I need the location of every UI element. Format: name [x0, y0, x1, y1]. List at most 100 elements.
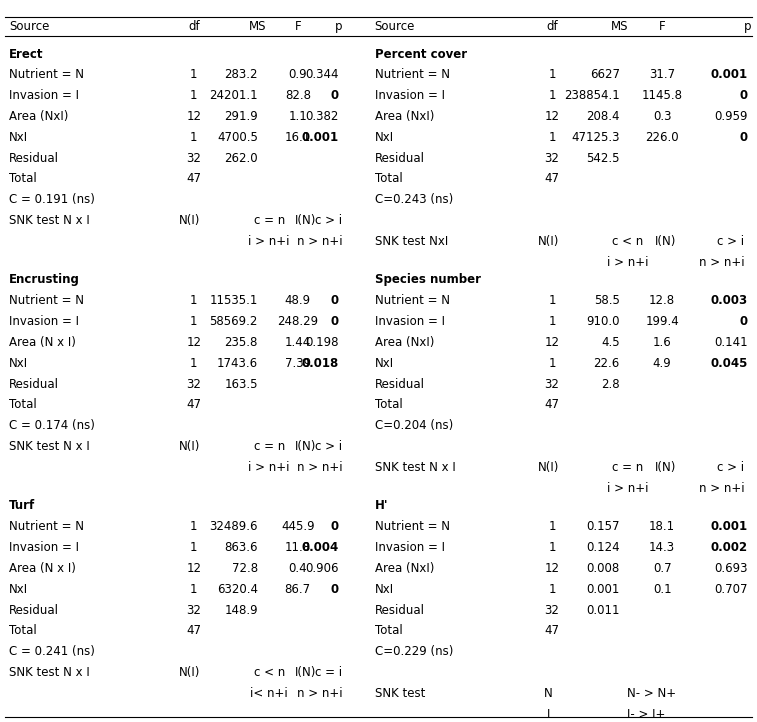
Text: 1: 1 [548, 131, 556, 144]
Text: 0.1: 0.1 [653, 583, 671, 596]
Text: 58.5: 58.5 [594, 295, 620, 308]
Text: c > i: c > i [717, 461, 744, 474]
Text: c < n: c < n [612, 235, 643, 248]
Text: 4.9: 4.9 [653, 357, 671, 370]
Text: Nutrient = N: Nutrient = N [9, 69, 84, 82]
Text: NxI: NxI [9, 357, 28, 370]
Text: 0.011: 0.011 [587, 604, 620, 617]
Text: 0.906: 0.906 [305, 562, 338, 575]
Text: 1: 1 [548, 90, 556, 103]
Text: 1: 1 [548, 357, 556, 370]
Text: 47125.3: 47125.3 [572, 131, 620, 144]
Text: 226.0: 226.0 [645, 131, 679, 144]
Text: 1: 1 [190, 521, 198, 534]
Text: Invasion = I: Invasion = I [9, 541, 79, 554]
Text: Nutrient = N: Nutrient = N [375, 521, 450, 534]
Text: 0.344: 0.344 [305, 69, 338, 82]
Text: c > i: c > i [315, 214, 342, 227]
Text: 1: 1 [190, 131, 198, 144]
Text: C=0.204 (ns): C=0.204 (ns) [375, 419, 453, 432]
Text: I(N): I(N) [294, 440, 316, 453]
Text: SNK test N x I: SNK test N x I [9, 666, 89, 679]
Text: 47: 47 [544, 625, 559, 638]
Text: C=0.229 (ns): C=0.229 (ns) [375, 645, 453, 658]
Text: 32: 32 [186, 378, 201, 391]
Text: 1: 1 [548, 541, 556, 554]
Text: 32: 32 [544, 378, 559, 391]
Text: 32489.6: 32489.6 [210, 521, 258, 534]
Text: 0.002: 0.002 [711, 541, 748, 554]
Text: 1: 1 [548, 521, 556, 534]
Text: Residual: Residual [9, 604, 59, 617]
Text: 4700.5: 4700.5 [217, 131, 258, 144]
Text: 1: 1 [548, 315, 556, 328]
Text: 58569.2: 58569.2 [210, 315, 258, 328]
Text: SNK test N x I: SNK test N x I [375, 461, 456, 474]
Text: Invasion = I: Invasion = I [375, 541, 444, 554]
Text: N: N [544, 687, 553, 700]
Text: 47: 47 [186, 399, 201, 412]
Text: NxI: NxI [9, 583, 28, 596]
Text: I(N): I(N) [294, 666, 316, 679]
Text: 11.8: 11.8 [285, 541, 311, 554]
Text: SNK test NxI: SNK test NxI [375, 235, 448, 248]
Text: 208.4: 208.4 [587, 110, 620, 123]
Text: 12: 12 [186, 110, 201, 123]
Text: 12: 12 [186, 562, 201, 575]
Text: Total: Total [9, 625, 36, 638]
Text: 1: 1 [190, 357, 198, 370]
Text: Area (NxI): Area (NxI) [375, 110, 434, 123]
Text: 32: 32 [544, 604, 559, 617]
Text: 31.7: 31.7 [649, 69, 675, 82]
Text: 0.198: 0.198 [305, 336, 338, 349]
Text: 0.001: 0.001 [301, 131, 338, 144]
Text: 72.8: 72.8 [232, 562, 258, 575]
Text: 32: 32 [186, 604, 201, 617]
Text: 1: 1 [190, 295, 198, 308]
Text: i > n+i: i > n+i [248, 461, 290, 474]
Text: N(I): N(I) [179, 214, 201, 227]
Text: 0.693: 0.693 [715, 562, 748, 575]
Text: 0.3: 0.3 [653, 110, 671, 123]
Text: 1.6: 1.6 [653, 336, 671, 349]
Text: 0: 0 [330, 315, 338, 328]
Text: c = n: c = n [254, 214, 285, 227]
Text: 12: 12 [544, 336, 559, 349]
Text: 0.4: 0.4 [288, 562, 307, 575]
Text: Nutrient = N: Nutrient = N [9, 295, 84, 308]
Text: 0.008: 0.008 [587, 562, 620, 575]
Text: 47: 47 [186, 173, 201, 186]
Text: 1.44: 1.44 [285, 336, 311, 349]
Text: Area (NxI): Area (NxI) [375, 336, 434, 349]
Text: MS: MS [611, 19, 628, 32]
Text: n > n+i: n > n+i [699, 256, 744, 269]
Text: 1: 1 [190, 315, 198, 328]
Text: i< n+i: i< n+i [251, 687, 288, 700]
Text: 1: 1 [548, 583, 556, 596]
Text: 0.707: 0.707 [715, 583, 748, 596]
Text: Area (NxI): Area (NxI) [375, 562, 434, 575]
Text: 0.004: 0.004 [301, 541, 338, 554]
Text: Area (N x I): Area (N x I) [9, 562, 76, 575]
Text: 1: 1 [190, 69, 198, 82]
Text: NxI: NxI [375, 357, 394, 370]
Text: 1: 1 [190, 90, 198, 103]
Text: 163.5: 163.5 [224, 378, 258, 391]
Text: Nutrient = N: Nutrient = N [9, 521, 84, 534]
Text: 910.0: 910.0 [587, 315, 620, 328]
Text: Residual: Residual [9, 378, 59, 391]
Text: 0: 0 [740, 315, 748, 328]
Text: N(I): N(I) [179, 666, 201, 679]
Text: Residual: Residual [375, 378, 425, 391]
Text: Residual: Residual [9, 152, 59, 165]
Text: 291.9: 291.9 [224, 110, 258, 123]
Text: i > n+i: i > n+i [606, 256, 648, 269]
Text: 47: 47 [544, 399, 559, 412]
Text: df: df [188, 19, 200, 32]
Text: n > n+i: n > n+i [297, 235, 342, 248]
Text: C = 0.174 (ns): C = 0.174 (ns) [9, 419, 95, 432]
Text: c = i: c = i [315, 666, 342, 679]
Text: N(I): N(I) [537, 235, 559, 248]
Text: 12: 12 [544, 562, 559, 575]
Text: 0.001: 0.001 [587, 583, 620, 596]
